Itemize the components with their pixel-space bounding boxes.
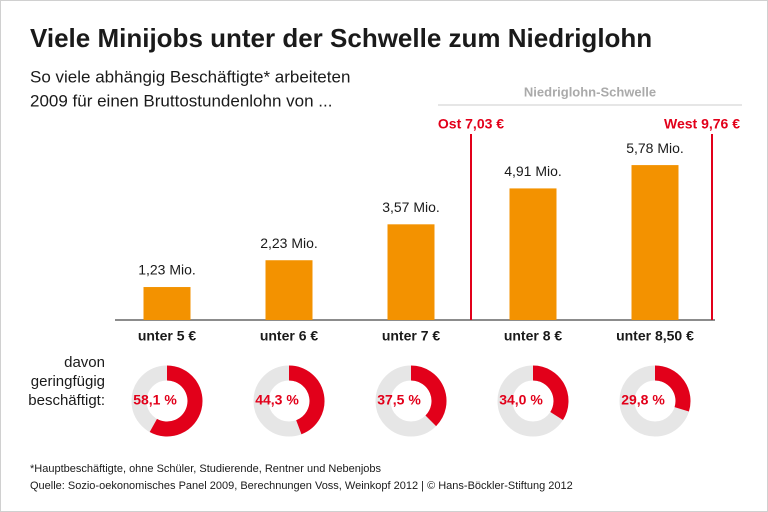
subtitle: So viele abhängig Beschäftigte* arbeitet… <box>30 67 350 86</box>
subtitle: 2009 für einen Bruttostundenlohn von ... <box>30 91 332 110</box>
bar <box>509 188 557 320</box>
donut-arc <box>654 365 691 412</box>
value-label: 4,91 Mio. <box>504 163 562 179</box>
threshold-label: Ost 7,03 € <box>438 116 504 132</box>
bar <box>143 287 191 320</box>
value-label: 37,5 % <box>377 392 421 408</box>
x-tick-label: unter 8,50 € <box>616 328 694 344</box>
donut-arc <box>288 365 325 435</box>
footnote: Quelle: Sozio-oekonomisches Panel 2009, … <box>30 480 573 492</box>
value-label: 44,3 % <box>255 392 299 408</box>
donut-arc <box>410 365 447 427</box>
value-label: 34,0 % <box>499 392 543 408</box>
x-tick-label: unter 6 € <box>260 328 319 344</box>
bar <box>631 165 679 320</box>
x-tick-label: unter 7 € <box>382 328 441 344</box>
donut-label: davon <box>64 354 105 371</box>
value-label: 1,23 Mio. <box>138 262 196 278</box>
donut-arc <box>532 365 569 421</box>
bar <box>387 224 435 320</box>
bar <box>265 260 313 320</box>
threshold-label: West 9,76 € <box>664 116 740 132</box>
donut-arc <box>149 365 203 437</box>
value-label: 5,78 Mio. <box>626 140 684 156</box>
value-label: 58,1 % <box>133 392 177 408</box>
value-label: 29,8 % <box>621 392 665 408</box>
donut-label: beschäftigt: <box>28 392 105 409</box>
chart-title: Viele Minijobs unter der Schwelle zum Ni… <box>30 23 652 53</box>
x-tick-label: unter 8 € <box>504 328 563 344</box>
donut-label: geringfügig <box>31 373 105 390</box>
value-label: 2,23 Mio. <box>260 235 318 251</box>
value-label: 3,57 Mio. <box>382 199 440 215</box>
footnote: *Hauptbeschäftigte, ohne Schüler, Studie… <box>30 463 382 475</box>
x-tick-label: unter 5 € <box>138 328 197 344</box>
threshold-title: Niedriglohn-Schwelle <box>524 84 656 99</box>
